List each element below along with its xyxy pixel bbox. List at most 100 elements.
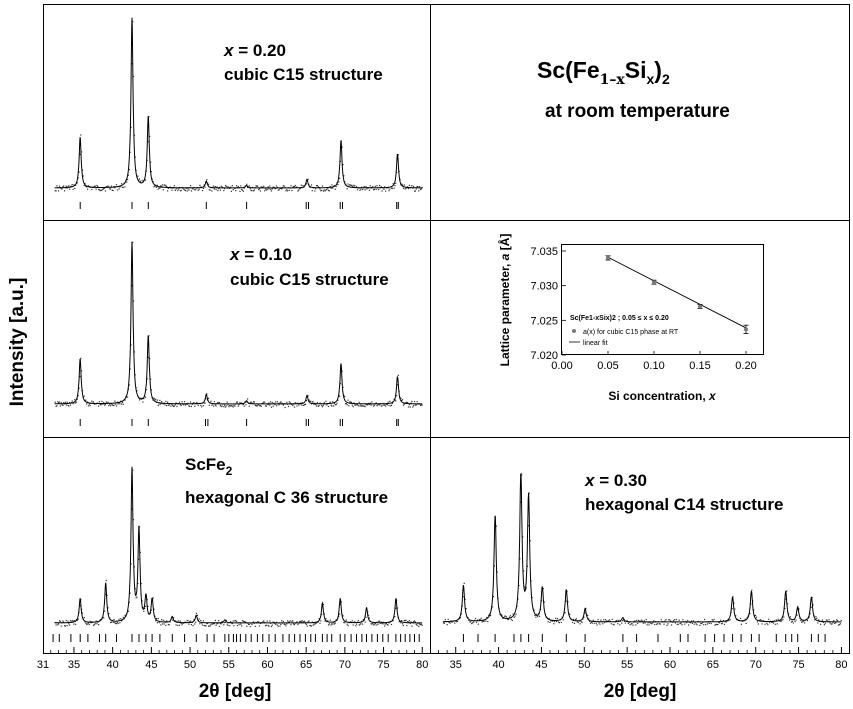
observed-point (101, 400, 103, 402)
observed-point (77, 618, 79, 620)
observed-point (310, 625, 312, 627)
observed-point (129, 592, 131, 594)
observed-point (208, 189, 210, 191)
observed-point (575, 618, 577, 620)
observed-point (112, 621, 114, 623)
observed-point (107, 607, 109, 609)
observed-point (329, 186, 331, 188)
observed-point (780, 620, 782, 622)
observed-point (240, 623, 242, 625)
observed-point (95, 188, 97, 190)
observed-point (147, 356, 149, 358)
observed-point (90, 622, 92, 624)
observed-point (373, 188, 376, 190)
observed-point (627, 622, 629, 624)
observed-point (71, 400, 73, 402)
observed-point (225, 185, 227, 187)
x-tick-label: 45 (535, 659, 547, 671)
observed-point (290, 185, 292, 187)
observed-point (370, 404, 372, 406)
observed-point (832, 622, 834, 624)
observed-point (750, 603, 752, 605)
observed-point (536, 613, 538, 615)
observed-point (703, 624, 705, 626)
observed-point (771, 621, 774, 623)
observed-point (542, 587, 544, 590)
observed-point (279, 402, 281, 404)
observed-point (371, 401, 373, 403)
observed-point (104, 187, 106, 189)
observed-point (218, 402, 220, 404)
observed-point (247, 186, 249, 188)
observed-point (718, 621, 720, 624)
observed-point (285, 625, 287, 627)
observed-point (262, 402, 264, 404)
observed-point (228, 406, 230, 408)
observed-point (291, 189, 293, 192)
observed-point (329, 619, 331, 621)
observed-point (473, 621, 475, 623)
observed-point (402, 404, 404, 406)
x-tick-label: 80 (416, 659, 428, 671)
observed-point (232, 620, 234, 622)
observed-point (487, 621, 489, 623)
observed-point (415, 623, 417, 625)
observed-point (405, 401, 407, 404)
observed-point (612, 623, 614, 625)
observed-point (483, 620, 485, 622)
observed-point (391, 402, 393, 404)
observed-point (277, 189, 279, 191)
observed-point (56, 185, 58, 187)
observed-point (810, 606, 812, 608)
observed-point (71, 184, 73, 186)
observed-point (573, 622, 576, 624)
pattern-scfe2 (52, 466, 423, 642)
observed-point (448, 621, 450, 624)
observed-point (511, 619, 513, 622)
bragg-ticks (52, 634, 420, 642)
observed-point (292, 186, 294, 188)
title-main: Sc(Fe (537, 57, 600, 83)
observed-point (73, 623, 75, 625)
observed-point (185, 187, 187, 189)
observed-point (143, 610, 145, 612)
observed-point (385, 403, 387, 405)
svg-text:x = 0.30: x = 0.30 (584, 471, 647, 490)
observed-point (362, 619, 364, 621)
observed-point (378, 189, 380, 191)
observed-point (298, 189, 300, 191)
observed-point (214, 404, 216, 406)
observed-point (261, 186, 263, 188)
observed-point (76, 619, 78, 621)
observed-point (157, 405, 159, 407)
observed-point (178, 620, 180, 622)
observed-point (341, 370, 343, 372)
observed-point (406, 401, 408, 403)
observed-point (728, 619, 730, 621)
inset-x-label-prefix: Si concentration, (608, 389, 709, 403)
observed-point (214, 185, 216, 188)
observed-point (779, 620, 781, 622)
observed-point (527, 525, 529, 527)
observed-point (161, 401, 163, 403)
observed-point (679, 623, 681, 625)
observed-point (373, 623, 376, 625)
label-name: ScFe (185, 455, 226, 474)
observed-point (195, 621, 197, 623)
observed-point (634, 620, 636, 622)
observed-point (241, 188, 243, 191)
observed-point (528, 492, 530, 494)
observed-point (598, 622, 600, 624)
inset-x-tick-label: 0.20 (735, 360, 756, 372)
observed-point (121, 183, 123, 185)
observed-point (830, 623, 832, 625)
observed-point (550, 620, 552, 622)
observed-point (646, 624, 648, 626)
observed-point (407, 406, 410, 408)
observed-point (179, 620, 181, 622)
observed-point (641, 620, 643, 622)
observed-point (255, 185, 257, 187)
observed-point (150, 161, 152, 163)
observed-point (161, 185, 163, 188)
inset-legend-series: a(x) for cubic C15 phase at RT (583, 329, 679, 336)
